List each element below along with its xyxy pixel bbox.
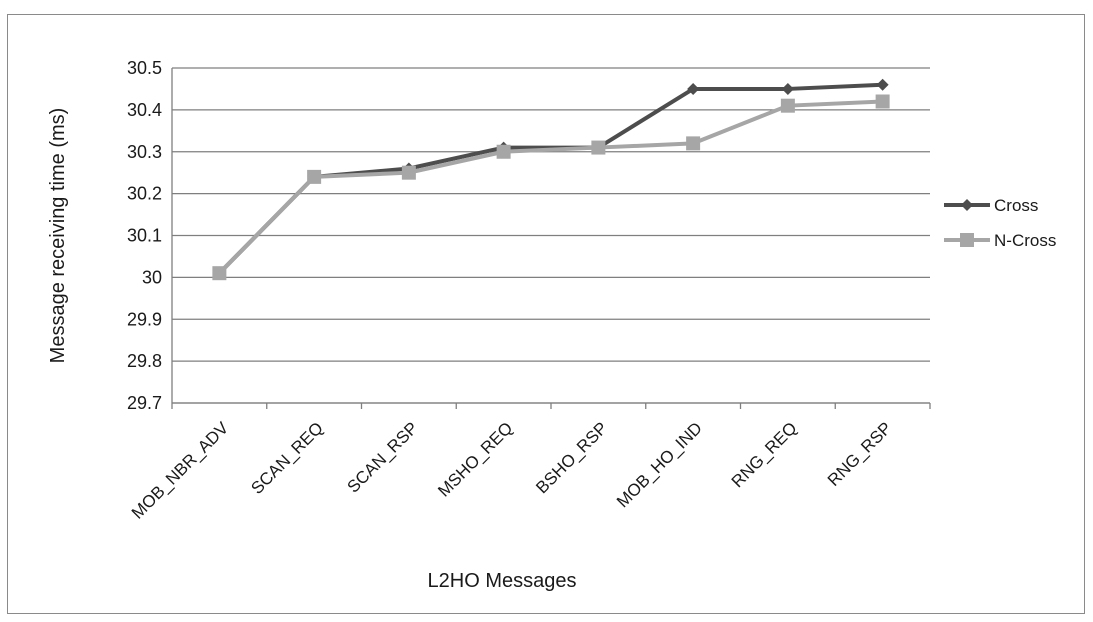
data-point xyxy=(591,140,606,155)
x-tick-label: RNG_RSP xyxy=(824,418,896,490)
x-tick-labels: MOB_NBR_ADV SCAN_REQ SCAN_RSP MSHO_REQ BSHO_… xyxy=(128,418,896,523)
legend-marker xyxy=(960,233,974,247)
data-point xyxy=(687,82,700,95)
legend-marker xyxy=(961,199,973,211)
x-tick-label: MSHO_REQ xyxy=(434,418,516,500)
chart-frame xyxy=(7,14,1085,614)
data-point xyxy=(401,165,416,180)
y-tick-label: 30.4 xyxy=(127,100,162,120)
legend-item-n-cross: N-Cross xyxy=(944,231,1056,250)
data-point xyxy=(781,82,794,95)
x-tick-label: BSHO_RSP xyxy=(532,418,611,497)
series-layer xyxy=(212,78,890,281)
x-tick-label: MOB_NBR_ADV xyxy=(128,418,233,523)
data-point xyxy=(307,169,322,184)
y-tick-label: 29.9 xyxy=(127,309,162,329)
legend-label: N-Cross xyxy=(994,231,1056,250)
data-point xyxy=(496,144,511,159)
data-point xyxy=(212,266,227,281)
axes xyxy=(171,68,931,409)
y-tick-label: 30 xyxy=(142,267,162,287)
y-tick-label: 30.5 xyxy=(127,58,162,78)
data-point xyxy=(876,78,889,91)
series-line xyxy=(217,99,883,275)
x-tick-label: RNG_REQ xyxy=(728,418,801,491)
gridlines xyxy=(172,67,930,404)
x-tick-label: SCAN_RSP xyxy=(343,418,421,496)
x-tick-label: MOB_HO_IND xyxy=(613,418,706,511)
y-tick-label: 29.8 xyxy=(127,351,162,371)
y-tick-labels: 30.5 30.4 30.3 30.2 30.1 30 29.9 29.8 29.7 xyxy=(127,58,162,413)
y-tick-label: 30.2 xyxy=(127,184,162,204)
data-point xyxy=(780,98,795,113)
y-axis-title: Message receiving time (ms) xyxy=(47,108,69,364)
series-n-cross xyxy=(212,94,890,281)
legend-label: Cross xyxy=(994,196,1038,215)
data-point xyxy=(875,94,890,109)
y-tick-label: 30.1 xyxy=(127,226,162,246)
x-axis-title: L2HO Messages xyxy=(428,570,577,592)
data-point xyxy=(686,136,701,151)
y-tick-label: 29.7 xyxy=(127,393,162,413)
legend-item-cross: Cross xyxy=(944,196,1038,215)
legend: Cross N-Cross xyxy=(944,196,1056,250)
y-tick-label: 30.3 xyxy=(127,142,162,162)
x-tick-label: SCAN_REQ xyxy=(247,418,327,498)
